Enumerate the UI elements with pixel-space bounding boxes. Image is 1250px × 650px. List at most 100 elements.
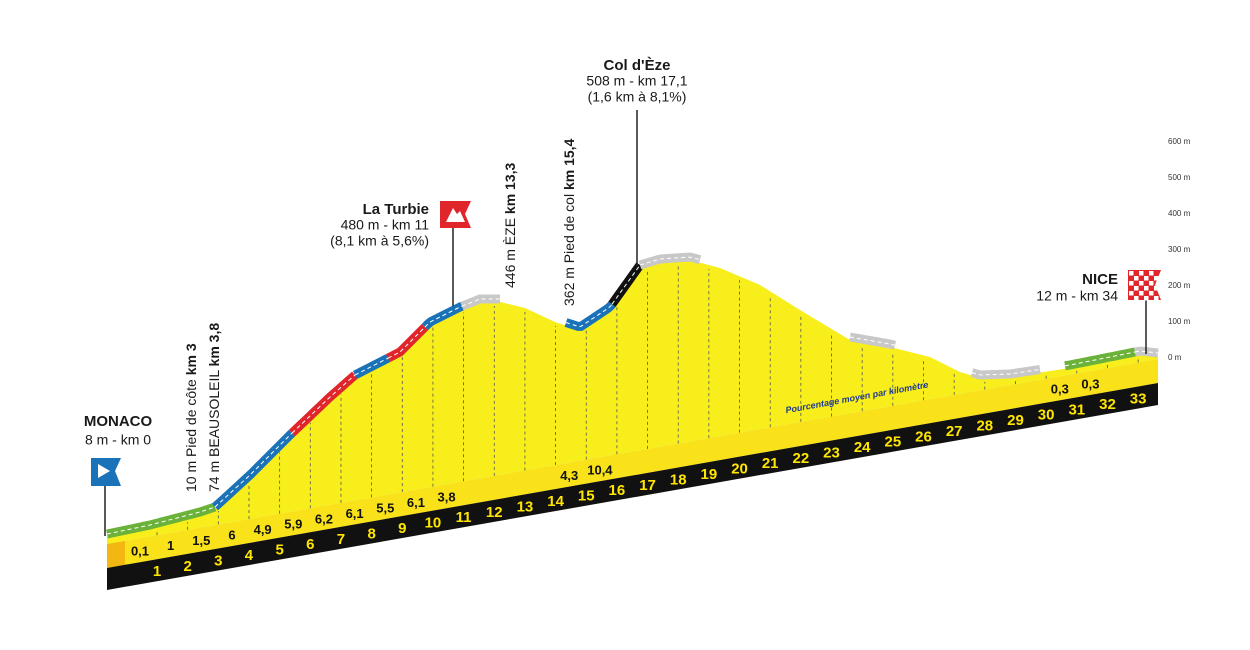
gradient-label: 0,3 xyxy=(1051,382,1069,397)
km-label: 9 xyxy=(398,520,406,537)
climb-detail: 508 m - km 17,1 xyxy=(586,73,687,89)
gradient-label: 0,1 xyxy=(131,544,149,559)
mountain-icon xyxy=(446,208,465,222)
flag-check xyxy=(1134,296,1139,301)
km-label: 18 xyxy=(670,471,687,488)
altitude-label: 300 m xyxy=(1168,245,1191,254)
flag-check xyxy=(1134,286,1139,291)
gradient-label: 1 xyxy=(167,538,174,553)
km-label: 13 xyxy=(517,498,534,515)
finish-detail: 12 m - km 34 xyxy=(1036,288,1118,304)
km-label: 25 xyxy=(884,434,901,451)
altitude-label: 100 m xyxy=(1168,317,1191,326)
km-label: 30 xyxy=(1038,407,1055,424)
labels: 1 2 3 4 5 6 7 8 9 10 11 12 13 14 15 16 17 18 19 20 21 22 23 24 2… xyxy=(131,137,1191,580)
strip-dash xyxy=(106,506,216,535)
point-km: km 3 xyxy=(183,343,199,375)
climb-gradient: (8,1 km à 5,6%) xyxy=(330,233,429,249)
flag-check xyxy=(1129,281,1134,286)
strip-dash xyxy=(565,303,613,327)
gradient-label: 3,8 xyxy=(438,490,456,505)
flag-check xyxy=(1149,281,1154,286)
flag-check xyxy=(1149,271,1154,276)
km-label: 23 xyxy=(823,444,840,461)
climb-name: Col d'Èze xyxy=(604,57,671,74)
km-label: 29 xyxy=(1007,412,1024,429)
km-label: 15 xyxy=(578,488,595,505)
point-text: 362 m Pied de col xyxy=(561,190,577,306)
climb-gradient: (1,6 km à 8,1%) xyxy=(588,89,687,105)
altitude-label: 600 m xyxy=(1168,137,1191,146)
flag-check xyxy=(1154,286,1159,291)
climb-detail: 480 m - km 11 xyxy=(341,217,430,233)
flag-check xyxy=(1129,271,1134,276)
gradient-label: 6,1 xyxy=(407,495,425,510)
km-label: 33 xyxy=(1130,390,1147,407)
strip-dash xyxy=(291,374,356,434)
altitude-label: 0 m xyxy=(1168,353,1182,362)
km-label: 5 xyxy=(275,542,283,559)
gradient-label: 5,9 xyxy=(284,517,302,532)
flag-check xyxy=(1149,291,1154,296)
point-text: 446 m ÈZE xyxy=(502,214,518,288)
km-label: 11 xyxy=(456,509,472,526)
km-label: 1 xyxy=(153,563,161,580)
strip-dash xyxy=(387,326,426,359)
km-label: 31 xyxy=(1068,401,1085,418)
strip-dash xyxy=(639,256,701,266)
strip-dash xyxy=(1064,351,1136,367)
km-label: 10 xyxy=(425,515,442,532)
left-face xyxy=(107,540,125,568)
flag-check xyxy=(1144,276,1149,281)
altitude-label: 500 m xyxy=(1168,173,1191,182)
point-km: km 3,8 xyxy=(206,323,222,367)
km-label: 19 xyxy=(701,466,718,483)
km-label: 32 xyxy=(1099,396,1116,413)
finish-name: NICE xyxy=(1082,271,1118,288)
climb-name: La Turbie xyxy=(363,201,429,218)
gradient-label: 6,2 xyxy=(315,511,333,526)
km-label: 21 xyxy=(762,455,779,472)
gradient-label: 6 xyxy=(228,527,235,542)
km-label: 22 xyxy=(793,450,810,467)
km-label: 7 xyxy=(337,531,345,548)
profile-body xyxy=(106,252,1159,590)
strip-dash xyxy=(971,369,1041,376)
flag-check xyxy=(1139,291,1144,296)
strip-dash xyxy=(461,298,500,307)
point-label: 362 m Pied de col km 15,4 xyxy=(561,138,577,306)
gradient-strip xyxy=(970,365,1041,380)
flag-check xyxy=(1154,276,1159,281)
gradient-strip xyxy=(1134,346,1159,358)
strip-dash xyxy=(354,357,389,376)
point-text: 74 m BEAUSOLEIL xyxy=(206,366,222,492)
gradient-label: 10,4 xyxy=(587,463,613,478)
base-band xyxy=(107,383,1158,590)
km-label: 6 xyxy=(306,536,314,553)
gradient-label: 4,3 xyxy=(560,468,578,483)
point-km: km 13,3 xyxy=(502,162,518,214)
finish-flag xyxy=(1128,270,1161,301)
strip-dash xyxy=(611,264,641,305)
strip-dash xyxy=(424,305,463,328)
point-text: 10 m Pied de côte xyxy=(183,375,199,492)
flag-check xyxy=(1139,271,1144,276)
km-label: 14 xyxy=(547,493,564,510)
km-label: 3 xyxy=(214,552,222,569)
flag-check xyxy=(1154,296,1159,301)
altitude-label: 400 m xyxy=(1168,209,1191,218)
km-label: 8 xyxy=(367,525,375,542)
start-detail: 8 m - km 0 xyxy=(85,432,151,448)
km-label: 4 xyxy=(245,547,254,564)
km-label: 27 xyxy=(946,423,963,440)
start-name: MONACO xyxy=(84,413,153,430)
strip-dash xyxy=(849,336,896,346)
gradient-label: 4,9 xyxy=(254,522,272,537)
point-km: km 15,4 xyxy=(561,138,577,190)
point-label: 74 m BEAUSOLEIL km 3,8 xyxy=(206,323,222,492)
gradient-label: 1,5 xyxy=(192,533,210,548)
flag-check xyxy=(1144,286,1149,291)
km-label: 26 xyxy=(915,428,932,445)
point-label: 446 m ÈZE km 13,3 xyxy=(502,162,518,288)
